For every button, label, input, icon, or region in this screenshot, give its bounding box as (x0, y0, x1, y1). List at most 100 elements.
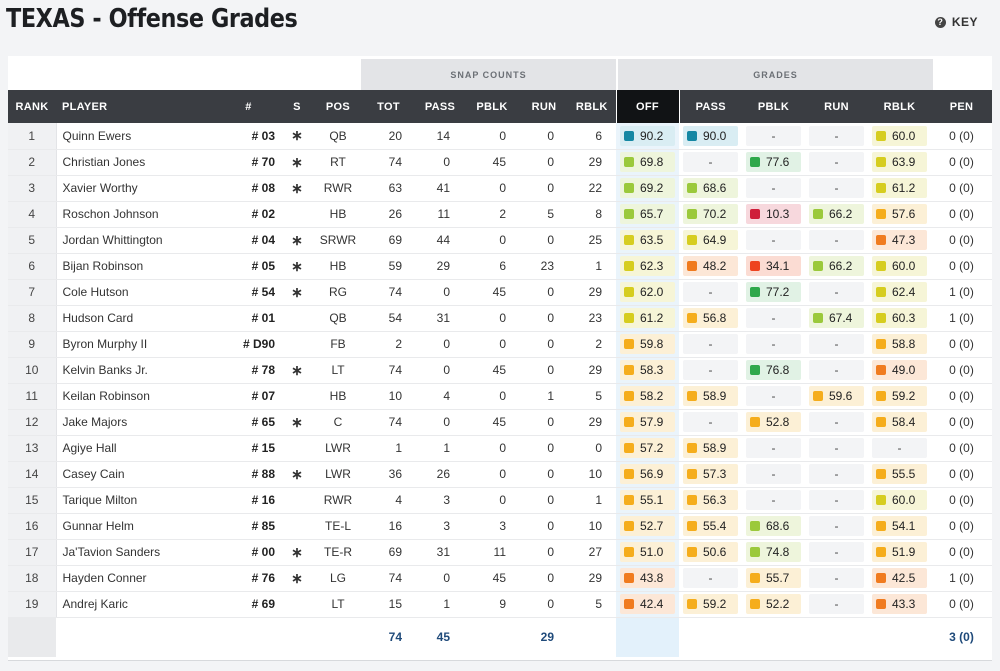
col-rblk-snaps-header[interactable]: RBLK (568, 90, 616, 123)
starter-cell: ∗ (279, 175, 315, 202)
table-row[interactable]: 1 Quinn Ewers # 03 ∗ QB 20 14 0 0 6 90.2 90.0- -60.0… (8, 123, 992, 150)
col-off-grade-header[interactable]: OFF (615, 90, 680, 123)
penalty-cell: 0 (0) (931, 175, 992, 202)
table-row[interactable]: 18 Hayden Conner # 76 ∗ LG 74 0 45 0 29 43.8-55.7-… (8, 565, 992, 592)
starter-cell: ∗ (279, 539, 315, 566)
starter-cell (279, 383, 315, 410)
starter-cell: ∗ (279, 227, 315, 254)
grade-value: 58.9 (703, 441, 727, 455)
grade-value: 50.6 (703, 545, 727, 559)
player-name-link[interactable]: Keilan Robinson (55, 383, 218, 410)
snap-pass-cell: 0 (416, 565, 464, 592)
table-row[interactable]: 5 Jordan Whittington # 04 ∗ SRWR 69 44 0 0 25 63.5… (8, 227, 992, 254)
table-row[interactable]: 8 Hudson Card # 01 QB 54 31 0 0 23 61.2 56.8-67.4 6… (8, 305, 992, 332)
col-number-header[interactable]: # (218, 90, 279, 123)
starter-cell: ∗ (279, 279, 315, 306)
table-row[interactable]: 6 Bijan Robinson # 05 ∗ HB 59 29 6 23 1 62.3 48.2 34… (8, 253, 992, 280)
snap-rblk-cell: 2 (568, 331, 616, 358)
table-row[interactable]: 3 Xavier Worthy # 08 ∗ RWR 63 41 0 0 22 69.2 68.6- -… (8, 175, 992, 202)
col-run-snaps-header[interactable]: RUN (520, 90, 568, 123)
player-name-link[interactable]: Ja'Tavion Sanders (55, 539, 218, 566)
key-button[interactable]: ? KEY (934, 15, 978, 29)
player-name-link[interactable]: Christian Jones (55, 149, 218, 176)
player-name-link[interactable]: Hayden Conner (55, 565, 218, 592)
grade-chip: 68.6 (746, 516, 801, 536)
totals-empty-cell (568, 616, 616, 657)
snap-rblk-cell: 23 (568, 305, 616, 332)
jersey-number: # 88 (218, 461, 279, 488)
snap-pblk-cell: 0 (464, 435, 520, 462)
player-name-link[interactable]: Byron Murphy II (55, 331, 218, 358)
table-row[interactable]: 19 Andrej Karic # 69 LT 15 1 9 0 5 42.4 59.2 52.2-4… (8, 591, 992, 618)
grade-run-cell: - (805, 487, 868, 514)
grade-value: 69.2 (640, 181, 664, 195)
col-pen-header[interactable]: PEN (931, 90, 992, 123)
snap-run-cell: 0 (520, 487, 568, 514)
table-row[interactable]: 15 Tarique Milton # 16 RWR 4 3 0 0 1 55.1 56.3- -60… (8, 487, 992, 514)
player-name-link[interactable]: Andrej Karic (55, 591, 218, 618)
player-name-link[interactable]: Tarique Milton (55, 487, 218, 514)
grade-pblk-cell: 76.8 (742, 357, 805, 384)
grade-pass-cell: 56.3 (679, 487, 742, 514)
player-name-link[interactable]: Quinn Ewers (55, 123, 218, 150)
table-row[interactable]: 10 Kelvin Banks Jr. # 78 ∗ LT 74 0 45 0 29 58.3-76… (8, 357, 992, 384)
col-pass-grade-header[interactable]: PASS (679, 90, 742, 123)
player-name-link[interactable]: Gunnar Helm (55, 513, 218, 540)
col-starter-header[interactable]: S (279, 90, 315, 123)
grade-empty: - (746, 438, 801, 458)
player-name-link[interactable]: Xavier Worthy (55, 175, 218, 202)
grade-rblk-cell: 55.5 (868, 461, 931, 488)
jersey-number: # 78 (218, 357, 279, 384)
totals-empty-cell (279, 616, 315, 657)
col-pblk-grade-header[interactable]: PBLK (742, 90, 805, 123)
snap-run-cell: 0 (520, 279, 568, 306)
grade-empty: - (683, 334, 738, 354)
table-row[interactable]: 14 Casey Cain # 88 ∗ LWR 36 26 0 0 10 56.9 57.3- -55… (8, 461, 992, 488)
col-rblk-grade-header[interactable]: RBLK (868, 90, 931, 123)
divider (8, 660, 992, 661)
col-player-header[interactable]: PLAYER (56, 90, 218, 123)
grade-color-icon (687, 547, 697, 557)
col-rank-header[interactable]: RANK (8, 90, 56, 123)
player-name-link[interactable]: Kelvin Banks Jr. (55, 357, 218, 384)
player-name-link[interactable]: Jake Majors (55, 409, 218, 436)
table-row[interactable]: 7 Cole Hutson # 54 ∗ RG 74 0 45 0 29 62.0-77.2-62.… (8, 279, 992, 306)
grade-chip: 57.2 (620, 438, 675, 458)
table-row[interactable]: 12 Jake Majors # 65 ∗ C 74 0 45 0 29 57.9-52.8-58.… (8, 409, 992, 436)
table-row[interactable]: 9 Byron Murphy II # D90 FB 2 0 0 0 2 59.8- - -58.8 0… (8, 331, 992, 358)
grade-chip: 62.4 (872, 282, 927, 302)
starter-cell: ∗ (279, 123, 315, 150)
grade-empty: - (683, 282, 738, 302)
position-cell: C (315, 409, 361, 436)
table-row[interactable]: 17 Ja'Tavion Sanders # 00 ∗ TE-R 69 31 11 0 27 51.… (8, 539, 992, 566)
grade-chip: 68.6 (683, 178, 738, 198)
col-run-grade-header[interactable]: RUN (805, 90, 868, 123)
player-name-link[interactable]: Hudson Card (55, 305, 218, 332)
grade-value: 62.3 (640, 259, 664, 273)
grade-pblk-cell: - (742, 383, 805, 410)
grade-pblk-cell: - (742, 331, 805, 358)
col-pos-header[interactable]: POS (315, 90, 361, 123)
col-pass-snaps-header[interactable]: PASS (416, 90, 464, 123)
table-row[interactable]: 11 Keilan Robinson # 07 HB 10 4 0 1 5 58.2 58.9 - 59… (8, 383, 992, 410)
grade-color-icon (750, 365, 760, 375)
player-name-link[interactable]: Casey Cain (55, 461, 218, 488)
snap-pass-cell: 1 (416, 591, 464, 618)
player-name-link[interactable]: Cole Hutson (55, 279, 218, 306)
table-row[interactable]: 16 Gunnar Helm # 85 TE-L 16 3 3 0 10 52.7 55.4 68.6… (8, 513, 992, 540)
snap-tot-cell: 36 (361, 461, 416, 488)
snap-rblk-cell: 1 (568, 253, 616, 280)
table-row[interactable]: 13 Agiye Hall # 15 LWR 1 1 0 0 0 57.2 58.9- - -0 (0) (8, 435, 992, 462)
col-tot-header[interactable]: TOT (361, 90, 416, 123)
player-name-link[interactable]: Roschon Johnson (55, 201, 218, 228)
player-name-link[interactable]: Jordan Whittington (55, 227, 218, 254)
grade-value: 49.0 (892, 363, 916, 377)
grade-pblk-cell: 74.8 (742, 539, 805, 566)
table-row[interactable]: 2 Christian Jones # 70 ∗ RT 74 0 45 0 29 69.8-77.6… (8, 149, 992, 176)
snap-pblk-cell: 0 (464, 305, 520, 332)
snap-tot-cell: 15 (361, 591, 416, 618)
col-pblk-snaps-header[interactable]: PBLK (464, 90, 520, 123)
player-name-link[interactable]: Bijan Robinson (55, 253, 218, 280)
player-name-link[interactable]: Agiye Hall (55, 435, 218, 462)
table-row[interactable]: 4 Roschon Johnson # 02 HB 26 11 2 5 8 65.7 70.2 10.… (8, 201, 992, 228)
